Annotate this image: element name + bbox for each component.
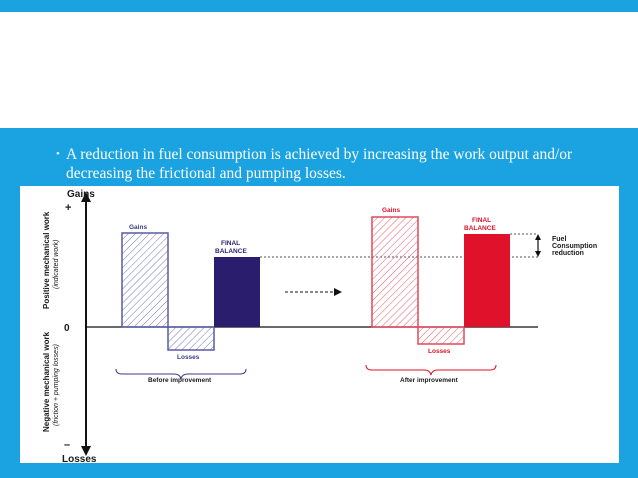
after-gains-label: Gains xyxy=(382,207,400,214)
before-caption: Before improvement xyxy=(148,377,212,384)
before-final-label-line1: FINAL xyxy=(221,240,240,247)
after-losses-bar xyxy=(417,326,465,345)
fuel-reduction-arrow-up xyxy=(535,234,541,240)
negative-work-sublabel: (friction + pumping losses) xyxy=(53,344,60,426)
fuel-label-line2: Consumption xyxy=(552,243,597,250)
axis-gains-label: Gains xyxy=(67,189,95,200)
y-axis-up-arrow xyxy=(81,192,91,202)
after-bracket xyxy=(365,364,497,376)
before-gains-label: Gains xyxy=(129,224,147,231)
diagram-figure: Gains + 0 – Losses Positive mechanical w… xyxy=(20,186,619,463)
bullet-marker: • xyxy=(56,148,60,160)
after-final-label-line2: BALANCE xyxy=(464,225,496,232)
before-final-balance-bar xyxy=(214,257,260,327)
after-final-balance-bar xyxy=(464,234,510,327)
fuel-label-line1: Fuel xyxy=(552,236,566,243)
axis-losses-label: Losses xyxy=(62,454,97,463)
y-axis-down-arrow xyxy=(81,446,91,456)
before-losses-label: Losses xyxy=(177,354,200,361)
after-losses-label: Losses xyxy=(428,348,451,355)
positive-work-label: Positive mechanical work xyxy=(42,211,51,309)
positive-work-sublabel: (indicated work) xyxy=(53,240,60,289)
negative-work-label: Negative mechanical work xyxy=(42,331,51,432)
after-caption: After improvement xyxy=(400,377,459,384)
top-strip xyxy=(0,0,638,12)
bullet-text: A reduction in fuel consumption is achie… xyxy=(66,146,573,182)
before-bracket xyxy=(115,368,247,380)
before-final-label-line2: BALANCE xyxy=(215,248,247,255)
fuel-label-line3: reduction xyxy=(552,250,584,257)
axis-zero-label: 0 xyxy=(64,323,70,334)
axis-minus-sign: – xyxy=(64,439,70,451)
before-losses-bar xyxy=(167,326,215,351)
after-gains-bar xyxy=(371,216,419,328)
title-area xyxy=(0,12,638,128)
work-balance-diagram: Gains + 0 – Losses Positive mechanical w… xyxy=(42,189,597,463)
after-final-label-line1: FINAL xyxy=(472,217,491,224)
axis-plus-sign: + xyxy=(65,202,71,214)
before-gains-bar xyxy=(121,232,169,328)
fuel-reduction-arrow-down xyxy=(535,251,541,257)
